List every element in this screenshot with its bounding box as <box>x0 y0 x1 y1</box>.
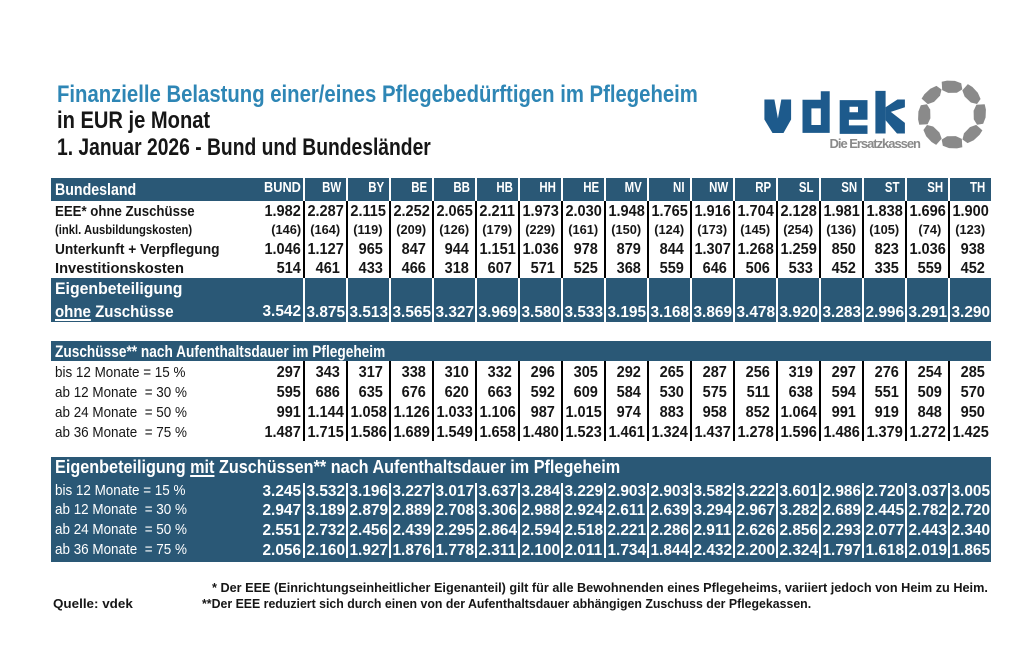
svg-text:Die Ersatzkassen: Die Ersatzkassen <box>830 136 922 151</box>
